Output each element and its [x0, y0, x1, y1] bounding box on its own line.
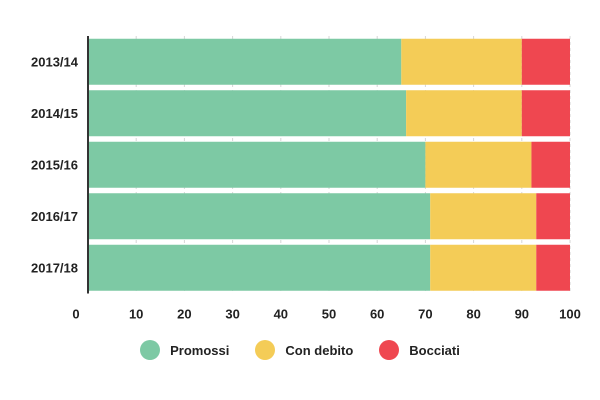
- bar-promossi-2017-18: [88, 244, 431, 291]
- legend-item-con-debito: Con debito: [255, 340, 353, 360]
- bars: [88, 38, 570, 291]
- category-label-2015-16: 2015/16: [31, 157, 78, 172]
- x-tick-label-10: 10: [129, 307, 143, 322]
- legend-swatch-con-debito: [255, 340, 276, 360]
- bar-bocciati-2015-16: [531, 141, 570, 188]
- x-tick-label-70: 70: [418, 307, 432, 322]
- x-tick-label-80: 80: [466, 307, 480, 322]
- bar-promossi-2014-15: [88, 90, 407, 137]
- x-tick-label-50: 50: [322, 307, 336, 322]
- legend-item-promossi: Promossi: [140, 340, 229, 360]
- bar-promossi-2015-16: [88, 141, 426, 188]
- x-tick-label-40: 40: [274, 307, 288, 322]
- x-tick-label-90: 90: [515, 307, 529, 322]
- x-tick-label-100: 100: [559, 307, 581, 322]
- bar-bocciati-2016-17: [536, 193, 570, 240]
- bar-bocciati-2014-15: [521, 90, 570, 137]
- legend-label-promossi: Promossi: [170, 342, 230, 358]
- bar-con-debito-2015-16: [425, 141, 532, 188]
- category-label-2014-15: 2014/15: [31, 106, 78, 121]
- category-labels: 2013/14 2014/15 2015/16 2016/17 2017/18: [31, 54, 79, 275]
- category-label-2017-18: 2017/18: [31, 260, 78, 275]
- x-tick-label-60: 60: [370, 307, 384, 322]
- bar-promossi-2013-14: [88, 38, 402, 85]
- legend: Promossi Con debito Bocciati: [0, 340, 600, 360]
- legend-label-bocciati: Bocciati: [409, 342, 460, 358]
- legend-label-con-debito: Con debito: [285, 342, 354, 358]
- bar-bocciati-2013-14: [521, 38, 570, 85]
- legend-swatch-bocciati: [379, 340, 400, 360]
- category-label-2016-17: 2016/17: [31, 209, 78, 224]
- x-tick-label-20: 20: [177, 307, 191, 322]
- bar-con-debito-2013-14: [401, 38, 522, 85]
- category-label-2013-14: 2013/14: [31, 54, 79, 69]
- bar-bocciati-2017-18: [536, 244, 570, 291]
- x-tick-label-0: 0: [72, 307, 79, 322]
- legend-item-bocciati: Bocciati: [379, 340, 460, 360]
- bar-promossi-2016-17: [88, 193, 431, 240]
- bar-con-debito-2014-15: [406, 90, 522, 137]
- bar-con-debito-2016-17: [430, 193, 537, 240]
- legend-swatch-promossi: [140, 340, 161, 360]
- bar-con-debito-2017-18: [430, 244, 537, 291]
- x-tick-labels: 0 10 20 30 40 50 60 70 80 90 100: [72, 307, 580, 322]
- x-tick-label-30: 30: [225, 307, 239, 322]
